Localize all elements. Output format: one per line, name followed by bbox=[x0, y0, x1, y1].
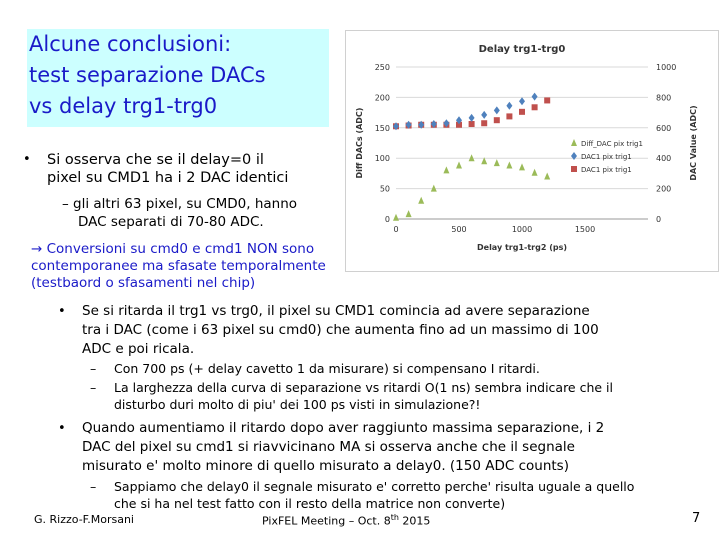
x-tick-label: 1000 bbox=[512, 225, 532, 234]
page-number: 7 bbox=[692, 511, 701, 526]
arrow-note-line: (testbaord o sfasamenti nel chip) bbox=[31, 275, 256, 291]
bullet3-sub-line: che si ha nel test fatto con il resto de… bbox=[114, 496, 506, 511]
data-point-square bbox=[493, 117, 500, 124]
y-axis-label: Diff DACs (ADC) bbox=[355, 108, 364, 179]
footer-meeting-sup: th bbox=[390, 513, 399, 522]
data-point-diamond bbox=[393, 122, 399, 131]
bullet3-sub-line: Sappiamo che delay0 il segnale misurato … bbox=[114, 479, 635, 494]
bullet2-line: Se si ritarda il trg1 vs trg0, il pixel … bbox=[82, 303, 590, 319]
data-point-square bbox=[519, 108, 525, 115]
chart-frame: Delay trg1-trg0 0 50 100 150 200 250 0 200 400 600… bbox=[345, 30, 719, 272]
y-tick-label: 0 bbox=[385, 215, 390, 224]
data-point-triangle bbox=[544, 172, 551, 180]
data-point-triangle bbox=[405, 210, 412, 218]
arrow-note-line: → Conversioni su cmd0 e cmd1 NON sono bbox=[31, 241, 315, 257]
data-point-diamond bbox=[443, 119, 450, 128]
data-point-triangle bbox=[430, 184, 437, 192]
data-point-diamond bbox=[418, 120, 425, 129]
data-point-triangle bbox=[519, 163, 525, 171]
y2-tick-label: 400 bbox=[656, 154, 671, 163]
data-point-diamond bbox=[405, 120, 412, 129]
data-point-triangle bbox=[456, 161, 462, 169]
bullet-dot: • bbox=[23, 152, 31, 167]
title-line: vs delay trg1-trg0 bbox=[29, 94, 218, 118]
chart-title: Delay trg1-trg0 bbox=[479, 44, 566, 55]
y2-tick-label: 800 bbox=[656, 93, 671, 102]
x-tick-label: 0 bbox=[393, 225, 398, 234]
footer-authors: G. Rizzo-F.Morsani bbox=[34, 513, 134, 526]
data-point-diamond bbox=[430, 120, 437, 128]
bullet3-line: Quando aumentiamo il ritardo dopo aver r… bbox=[82, 420, 605, 436]
data-point-triangle bbox=[468, 154, 475, 162]
bullet2-sub-line: Con 700 ps (+ delay cavetto 1 da misurar… bbox=[114, 361, 540, 376]
data-point-diamond bbox=[519, 97, 525, 106]
data-point-triangle bbox=[571, 139, 577, 146]
bullet3-line: misurato e' molto minore di quello misur… bbox=[82, 458, 569, 474]
bullet1-sub-line: – gli altri 63 pixel, su CMD0, hanno bbox=[62, 196, 298, 212]
bullet1-line: Si osserva che se il delay=0 il bbox=[47, 152, 264, 168]
title-line: Alcune conclusioni: bbox=[29, 32, 232, 56]
scatter-chart: Delay trg1-trg0 0 50 100 150 200 250 0 200 400 600… bbox=[355, 44, 698, 252]
bullet2-line: ADC e poi ricala. bbox=[82, 341, 195, 357]
bullet2-sub-line: disturbo duri molto di piu' dei 100 ps v… bbox=[114, 397, 481, 412]
bullet2-sub-line: La larghezza della curva di separazione … bbox=[114, 380, 614, 395]
y-tick-label: 100 bbox=[375, 154, 390, 163]
x-tick-label: 500 bbox=[451, 225, 466, 234]
data-point-square bbox=[506, 113, 513, 120]
legend-label: DAC1 pix trig1 bbox=[581, 153, 632, 161]
y-tick-label: 200 bbox=[375, 93, 390, 102]
data-point-diamond bbox=[456, 116, 462, 125]
y2-tick-label: 200 bbox=[656, 185, 671, 194]
data-point-square bbox=[468, 121, 475, 127]
footer-meeting-year: 2015 bbox=[398, 514, 431, 528]
data-point-square bbox=[456, 121, 462, 128]
bullet-dot: • bbox=[58, 421, 66, 436]
y-tick-label: 250 bbox=[375, 63, 390, 72]
dash-marker: – bbox=[90, 361, 97, 376]
data-point-square bbox=[544, 97, 551, 104]
dash-marker: – bbox=[90, 380, 97, 395]
data-point-diamond bbox=[506, 101, 513, 110]
data-point-square bbox=[571, 166, 577, 172]
y-tick-label: 150 bbox=[375, 124, 390, 133]
data-point-triangle bbox=[506, 161, 513, 169]
bullet1-line: pixel su CMD1 ha i 2 DAC identici bbox=[47, 170, 289, 186]
bullet2-line: tra i DAC (come i 63 pixel su cmd0) che … bbox=[82, 322, 599, 338]
data-point-triangle bbox=[443, 166, 450, 174]
data-point-triangle bbox=[493, 159, 500, 167]
data-point-diamond bbox=[571, 152, 577, 160]
y2-axis-label: DAC Value (ADC) bbox=[689, 105, 698, 180]
data-point-triangle bbox=[481, 157, 488, 165]
data-point-triangle bbox=[531, 168, 538, 176]
data-point-triangle bbox=[418, 196, 425, 204]
title-line: test separazione DACs bbox=[29, 63, 266, 87]
data-point-diamond bbox=[493, 106, 500, 115]
bullet3-line: DAC del pixel su cmd1 si riavvicinano MA… bbox=[82, 439, 575, 455]
data-point-diamond bbox=[468, 113, 475, 122]
y-tick-label: 50 bbox=[380, 185, 390, 194]
y2-tick-label: 600 bbox=[656, 124, 671, 133]
data-point-diamond bbox=[481, 110, 488, 119]
footer-meeting: PixFEL Meeting – Oct. 8th 2015 bbox=[262, 513, 430, 528]
legend-label: DAC1 pix trig1 bbox=[581, 166, 632, 174]
data-point-square bbox=[531, 104, 538, 111]
dash-marker: – bbox=[90, 479, 97, 494]
data-point-square bbox=[481, 120, 488, 127]
footer-meeting-text: PixFEL Meeting – Oct. 8 bbox=[262, 514, 391, 528]
y2-tick-label: 0 bbox=[656, 215, 661, 224]
arrow-note-line: contemporanee ma sfasate temporalmente bbox=[31, 258, 326, 274]
slide-title: Alcune conclusioni: test separazione DAC… bbox=[27, 29, 329, 127]
bullet-dot: • bbox=[58, 304, 66, 319]
data-point-triangle bbox=[393, 213, 399, 221]
y2-tick-label: 1000 bbox=[656, 63, 676, 72]
legend-label: Diff_DAC pix trig1 bbox=[581, 140, 643, 148]
x-tick-label: 1500 bbox=[575, 225, 595, 234]
x-axis-label: Delay trg1-trg2 (ps) bbox=[477, 243, 567, 252]
bullet1-sub-line: DAC separati di 70-80 ADC. bbox=[78, 214, 264, 230]
data-point-diamond bbox=[531, 92, 538, 101]
